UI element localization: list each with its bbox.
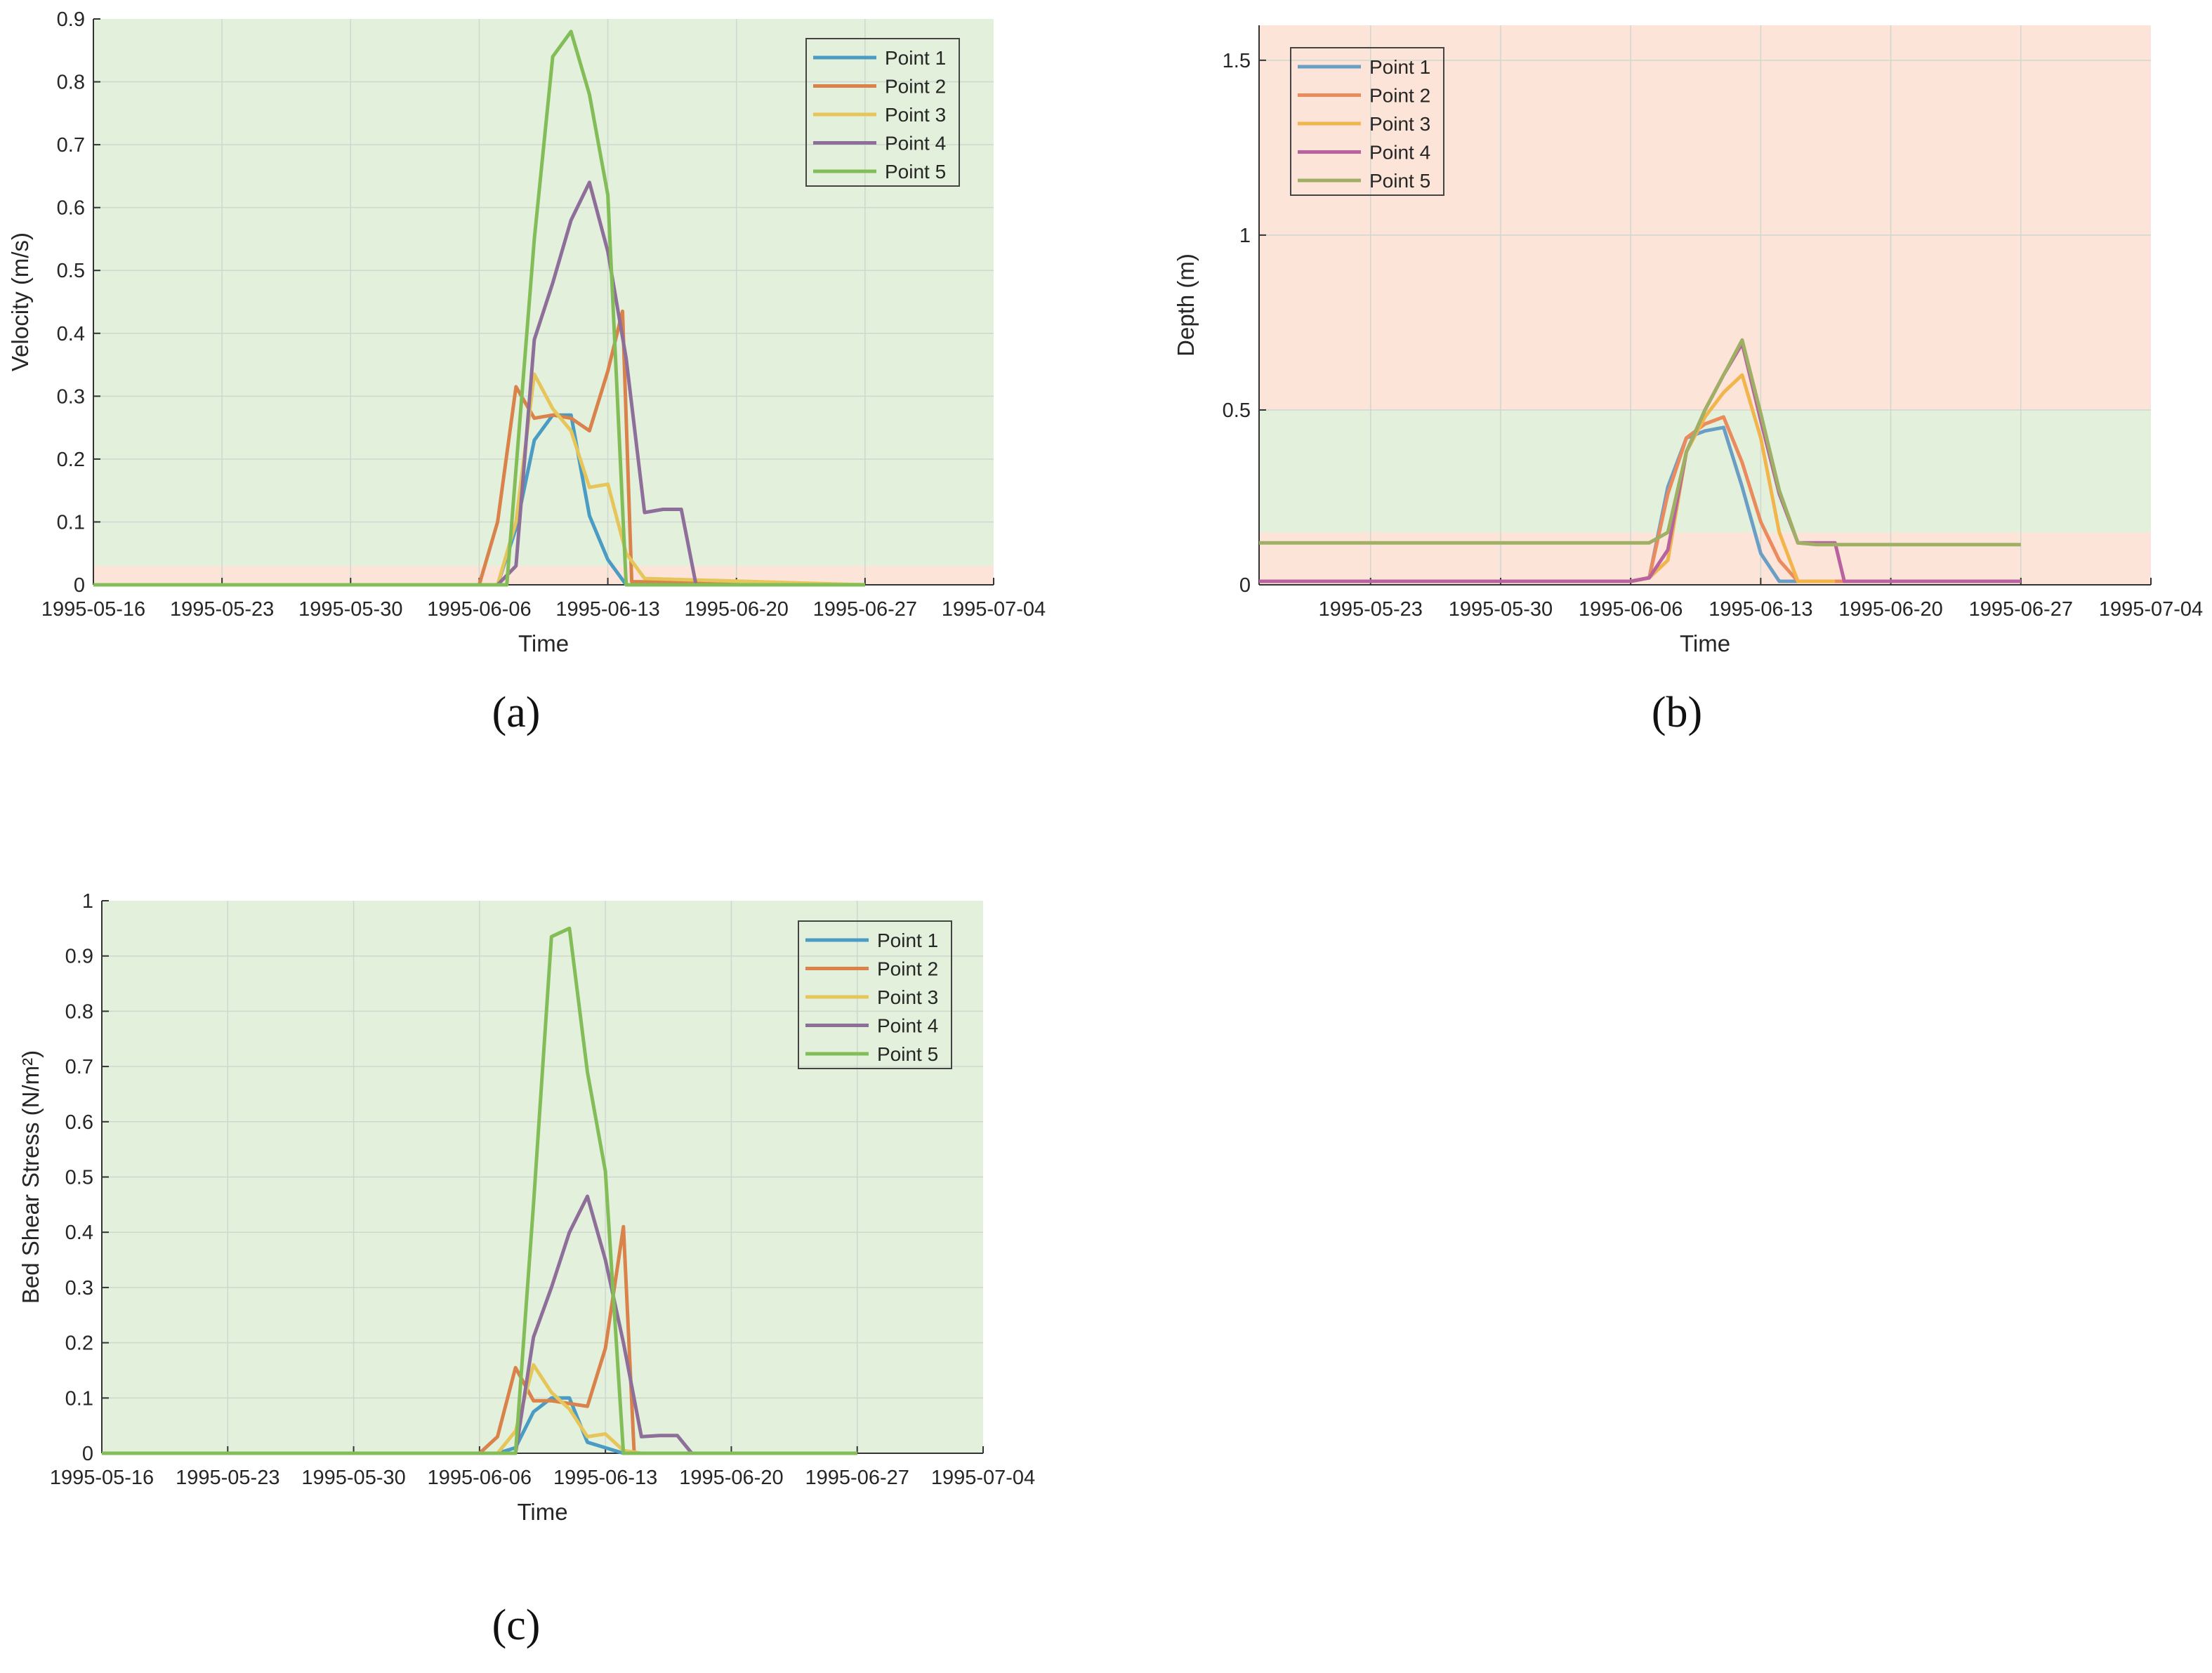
x-axis-label: Time (1680, 630, 1730, 656)
x-tick-label: 1995-07-04 (942, 598, 1046, 621)
y-tick-label: 0.6 (57, 197, 85, 220)
legend-box (1290, 47, 1444, 196)
subfigure-caption: (b) (1652, 689, 1702, 736)
x-tick-label: 1995-06-20 (685, 598, 789, 621)
legend-label: Point 2 (885, 76, 946, 98)
y-tick-label: 1 (1239, 225, 1251, 247)
y-tick-label: 0.8 (65, 1000, 93, 1023)
x-tick-label: 1995-05-23 (1319, 598, 1423, 621)
legend-label: Point 5 (885, 161, 946, 183)
series-line-point-1 (102, 1396, 857, 1455)
x-axis-label: Time (517, 1499, 567, 1525)
y-tick-label: 0.7 (65, 1056, 93, 1078)
series-line-point-5 (1259, 338, 2021, 547)
x-tick-label: 1995-06-06 (1579, 598, 1683, 621)
y-tick-label: 0.6 (65, 1111, 93, 1134)
y-tick-label: 0.2 (65, 1333, 93, 1355)
y-axis-label: Velocity (m/s) (7, 232, 33, 371)
y-tick-label: 0.8 (57, 72, 85, 94)
legend-label: Point 1 (1369, 56, 1430, 78)
x-tick-label: 1995-05-23 (170, 598, 274, 621)
x-tick-label: 1995-06-27 (813, 598, 917, 621)
x-tick-label: 1995-05-30 (298, 598, 402, 621)
legend-label: Point 2 (1369, 85, 1430, 107)
legend-label: Point 3 (1369, 113, 1430, 135)
subfigure-caption: (c) (492, 1601, 541, 1649)
y-tick-label: 0 (1239, 574, 1251, 597)
y-tick-label: 0.9 (57, 8, 85, 31)
chart-panel-b: 1995-05-23 1995-05-30 1995-06-06 1995-06-13… (1173, 25, 2203, 736)
y-tick-label: 0.4 (65, 1222, 93, 1244)
zone-band-risk (93, 566, 994, 585)
chart-panel-c: 1995-05-16 1995-05-23 1995-05-30 1995-06-06… (18, 890, 1035, 1649)
x-tick-label: 1995-07-04 (2099, 598, 2203, 621)
y-tick-label: 0.1 (65, 1387, 93, 1410)
y-tick-label: 0 (82, 1443, 93, 1465)
subfigure-caption: (a) (492, 689, 541, 736)
zone-band-risk (1259, 25, 2151, 410)
x-tick-label: 1995-05-30 (301, 1467, 405, 1489)
legend-box (798, 920, 952, 1069)
x-tick-label: 1995-05-30 (1449, 598, 1553, 621)
x-tick-label: 1995-06-13 (553, 1467, 657, 1489)
chart-panel-a: 1995-05-16 1995-05-23 1995-05-30 1995-06-06… (7, 8, 1046, 736)
x-tick-label: 1995-06-06 (427, 598, 531, 621)
y-tick-label: 0.4 (57, 323, 85, 345)
x-tick-label: 1995-06-27 (805, 1467, 909, 1489)
y-tick-label: 0.5 (1223, 399, 1251, 422)
zone-band-safe (93, 19, 994, 567)
x-tick-label: 1995-07-04 (931, 1467, 1035, 1489)
x-tick-label: 1995-05-16 (41, 598, 145, 621)
x-tick-label: 1995-06-27 (1969, 598, 2073, 621)
x-tick-label: 1995-05-16 (50, 1467, 154, 1489)
x-tick-label: 1995-06-20 (679, 1467, 783, 1489)
series-line-point-4 (93, 180, 865, 587)
y-axis-label: Bed Shear Stress (N/m²) (18, 1050, 44, 1304)
y-tick-label: 0.3 (65, 1277, 93, 1300)
series-line-point-3 (102, 1363, 857, 1455)
series-line-point-4 (102, 1194, 857, 1455)
x-tick-label: 1995-06-06 (428, 1467, 532, 1489)
legend-label: Point 3 (885, 104, 946, 126)
y-tick-label: 0.1 (57, 511, 85, 534)
y-tick-label: 0 (74, 574, 85, 597)
legend-label: Point 5 (877, 1043, 938, 1065)
legend-label: Point 2 (877, 958, 938, 980)
legend-box (805, 38, 960, 187)
legend-label: Point 4 (885, 133, 946, 154)
legend-label: Point 1 (885, 47, 946, 69)
x-axis-label: Time (518, 630, 569, 656)
x-tick-label: 1995-06-13 (555, 598, 659, 621)
y-tick-label: 0.7 (57, 134, 85, 157)
y-tick-label: 0.5 (57, 260, 85, 282)
x-tick-label: 1995-06-20 (1838, 598, 1942, 621)
legend-label: Point 4 (877, 1015, 938, 1037)
legend-label: Point 5 (1369, 170, 1430, 192)
legend-label: Point 1 (877, 930, 938, 951)
y-axis-label: Depth (m) (1173, 253, 1199, 357)
legend-label: Point 3 (877, 986, 938, 1008)
y-tick-label: 0.5 (65, 1167, 93, 1189)
x-tick-label: 1995-05-23 (176, 1467, 279, 1489)
y-tick-label: 1 (82, 890, 93, 913)
zone-band-safe (1259, 409, 2151, 533)
series-line-point-5 (93, 29, 865, 587)
legend-label: Point 4 (1369, 142, 1430, 164)
y-tick-label: 0.3 (57, 385, 85, 408)
y-tick-label: 0.9 (65, 946, 93, 968)
y-tick-label: 1.5 (1223, 50, 1251, 72)
zone-band-risk (1259, 532, 2151, 585)
x-tick-label: 1995-06-13 (1709, 598, 1812, 621)
series-line-point-5 (102, 926, 857, 1455)
y-tick-label: 0.2 (57, 449, 85, 471)
